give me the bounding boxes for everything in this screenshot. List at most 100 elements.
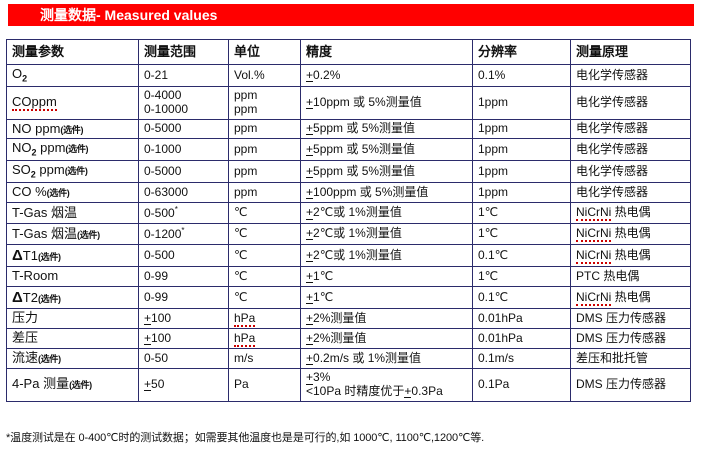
cell-unit: Pa <box>228 368 301 402</box>
spellcheck-underline: hPa <box>234 330 256 347</box>
cell-resolution: 1ppm <box>472 138 571 162</box>
cell-unit: ppm <box>228 138 301 162</box>
optional-marker: (选件) <box>60 124 84 135</box>
cell-parameter: COppm <box>6 85 139 120</box>
plus-minus: + <box>306 205 314 220</box>
cell-unit: ℃ <box>228 202 301 225</box>
cell-resolution: 1ppm <box>472 85 571 120</box>
cell-resolution: 1ppm <box>472 182 571 204</box>
optional-marker: (选件) <box>38 354 61 365</box>
plus-minus: + <box>306 330 314 346</box>
table-row: T-Gas 烟温(选件) 0-1200* ℃ +2℃或 1%测量值 1℃ NiCrNi 热… <box>6 223 691 245</box>
cell-unit: ℃ <box>228 286 301 310</box>
plus-minus: + <box>306 370 314 385</box>
table-header-row: 测量参数 测量范围 单位 精度 分辨率 测量原理 <box>6 39 691 65</box>
cell-range: 0-1000 <box>138 138 229 162</box>
cell-accuracy: +2℃或 1%测量值 <box>300 202 473 225</box>
table-row: ΔT1(选件) 0-500 ℃ +2℃或 1%测量值 0.1℃ NiCrNi 热电偶 <box>6 243 691 268</box>
table-row: NO ppm(选件) 0-5000 ppm +5ppm 或 5%测量值 1ppm 电化学传… <box>6 118 691 140</box>
plus-minus: + <box>306 142 314 157</box>
table-row: 压力 +100 hPa +2%测量值 0.01hPa DMS 压力传感器 <box>6 308 691 330</box>
footnote-marker: * <box>174 205 178 215</box>
cell-range: 0-50 <box>138 348 229 370</box>
cell-unit: ppm <box>228 182 301 204</box>
plus-minus: + <box>144 310 152 326</box>
cell-resolution: 0.01hPa <box>472 308 571 330</box>
cell-unit: ppm <box>228 160 301 184</box>
banner-title-cn: 测量数据 <box>40 7 96 23</box>
cell-range: 0-500* <box>138 202 229 225</box>
cell-range: 0-1200* <box>138 223 229 245</box>
cell-range: +100 <box>138 308 229 330</box>
cell-parameter: SO2 ppm(选件) <box>6 160 139 184</box>
footnote-marker: * <box>181 226 185 236</box>
cell-parameter: T-Gas 烟温 <box>6 202 139 225</box>
table-row: T-Gas 烟温 0-500* ℃ +2℃或 1%测量值 1℃ NiCrNi 热电偶 <box>6 202 691 225</box>
cell-accuracy: +2℃或 1%测量值 <box>300 223 473 245</box>
cell-unit: Vol.% <box>228 64 301 87</box>
cell-range: 0-5000 <box>138 160 229 184</box>
cell-resolution: 0.1Pa <box>472 368 571 402</box>
table-row: ΔT2(选件) 0-99 ℃ +1℃ 0.1℃ NiCrNi 热电偶 <box>6 286 691 310</box>
cell-parameter: T-Gas 烟温(选件) <box>6 223 139 245</box>
cell-principle: 电化学传感器 <box>570 85 691 120</box>
header-parameter: 测量参数 <box>6 39 139 65</box>
cell-parameter: T-Room <box>6 266 139 288</box>
cell-unit: ℃ <box>228 266 301 288</box>
optional-marker: (选件) <box>65 144 89 155</box>
cell-principle: DMS 压力传感器 <box>570 308 691 330</box>
cell-principle: 电化学传感器 <box>570 118 691 140</box>
cell-principle: PTC 热电偶 <box>570 266 691 288</box>
plus-minus: + <box>306 247 314 262</box>
subscript: 2 <box>31 148 37 159</box>
cell-unit: ℃ <box>228 223 301 245</box>
optional-marker: (选件) <box>77 229 100 240</box>
plus-minus: + <box>306 268 314 284</box>
optional-marker: (选件) <box>37 251 61 262</box>
cell-accuracy: +5ppm 或 5%测量值 <box>300 160 473 184</box>
optional-marker: (选件) <box>46 188 70 199</box>
cell-unit: hPa <box>228 308 301 330</box>
banner-title-en: - Measured values <box>96 7 218 23</box>
table-row: SO2 ppm(选件) 0-5000 ppm +5ppm 或 5%测量值 1ppm 电化学… <box>6 160 691 184</box>
cell-resolution: 1ppm <box>472 160 571 184</box>
subscript: 2 <box>30 170 36 180</box>
cell-unit: hPa <box>228 328 301 350</box>
table-row: 流速(选件) 0-50 m/s +0.2m/s 或 1%测量值 0.1m/s 差压和批托管 <box>6 348 691 370</box>
cell-principle: 电化学传感器 <box>570 64 691 87</box>
cell-accuracy: +3% <10Pa 时精度优于+0.3Pa <box>300 368 473 402</box>
cell-resolution: 0.01hPa <box>472 328 571 350</box>
header-accuracy: 精度 <box>300 39 473 65</box>
spellcheck-underline: NiCrNi <box>576 226 612 243</box>
cell-principle: NiCrNi 热电偶 <box>570 202 691 225</box>
cell-range: 0-21 <box>138 64 229 87</box>
cell-accuracy: +0.2% <box>300 64 473 87</box>
cell-range: 0-4000 0-10000 <box>138 85 229 120</box>
plus-minus: + <box>306 289 314 305</box>
cell-accuracy: +0.2m/s 或 1%测量值 <box>300 348 473 370</box>
plus-minus: + <box>306 67 314 82</box>
plus-minus: + <box>306 184 314 200</box>
cell-resolution: 1℃ <box>472 202 571 225</box>
cell-principle: 电化学传感器 <box>570 138 691 162</box>
cell-accuracy: +2%测量值 <box>300 308 473 330</box>
cell-accuracy: +5ppm 或 5%测量值 <box>300 138 473 162</box>
optional-marker: (选件) <box>69 380 92 391</box>
header-principle: 测量原理 <box>570 39 691 65</box>
table-row: CO %(选件) 0-63000 ppm +100ppm 或 5%测量值 1ppm 电化学… <box>6 182 691 204</box>
cell-unit: ℃ <box>228 243 301 268</box>
optional-marker: (选件) <box>37 294 61 305</box>
plus-minus: + <box>306 226 314 241</box>
cell-unit: ppm <box>228 118 301 140</box>
cell-accuracy: +100ppm 或 5%测量值 <box>300 182 473 204</box>
cell-parameter: 4-Pa 测量(选件) <box>6 368 139 402</box>
delta-symbol: Δ <box>12 289 23 307</box>
cell-principle: 电化学传感器 <box>570 182 691 204</box>
cell-parameter: CO %(选件) <box>6 182 139 204</box>
cell-range: 0-99 <box>138 286 229 310</box>
plus-minus: + <box>144 377 152 392</box>
spec-table-container: 测量参数 测量范围 单位 精度 分辨率 测量原理 O2 0-21 Vol.% +0.2… <box>6 39 691 402</box>
cell-range: +100 <box>138 328 229 350</box>
cell-unit: ppm ppm <box>228 85 301 120</box>
